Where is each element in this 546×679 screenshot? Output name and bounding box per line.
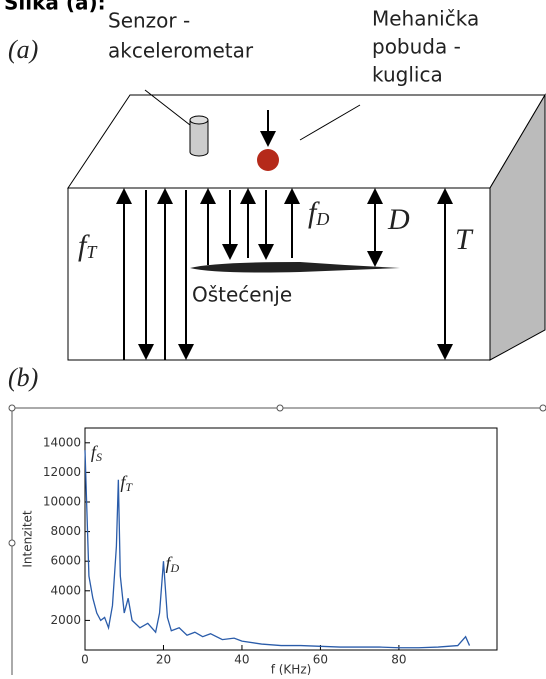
t-label: T	[455, 223, 474, 256]
plot-label: (b)	[8, 363, 38, 392]
block	[67, 89, 546, 361]
damage-label: Oštećenje	[192, 283, 292, 307]
x-tick-label: 80	[391, 653, 406, 667]
annotation-sub: S	[96, 450, 102, 464]
peak-annotation: fD	[165, 553, 179, 575]
plot-frame	[8, 404, 546, 675]
impact-label: Mehanička	[372, 7, 479, 31]
peak-annotation: fS	[91, 442, 102, 464]
y-axis-label: Intenzitet	[21, 510, 35, 568]
plot-area	[84, 427, 498, 651]
y-tick-label: 2000	[50, 613, 81, 627]
x-tick-label: 60	[313, 653, 328, 667]
x-axis-label: f (KHz)	[271, 663, 312, 676]
annotation-base: f	[165, 553, 173, 573]
annotation-base: f	[91, 442, 99, 462]
annotation-sub: T	[125, 480, 133, 494]
panel-label: (a)	[8, 35, 38, 64]
spectrum-line	[84, 450, 471, 649]
impact-label: kuglica	[372, 63, 443, 87]
sensor-label: Senzor -	[108, 9, 190, 33]
header: Slika (a):	[4, 0, 106, 15]
y-tick-label: 4000	[50, 583, 81, 597]
x-tick-label: 0	[81, 653, 89, 667]
y-tick-label: 10000	[43, 495, 81, 509]
y-tick-label: 8000	[50, 524, 81, 538]
peak-annotation: fT	[120, 472, 133, 494]
annotation-sub: D	[169, 561, 179, 575]
x-tick-label: 40	[234, 653, 249, 667]
y-tick-label: 12000	[43, 465, 81, 479]
y-tick-label: 14000	[43, 435, 81, 449]
x-tick-label: 20	[156, 653, 171, 667]
y-tick-label: 6000	[50, 554, 81, 568]
annotation-base: f	[120, 472, 128, 492]
sensor-label: akcelerometar	[108, 39, 254, 63]
impact-label: pobuda -	[372, 35, 461, 59]
d-label: D	[387, 203, 410, 236]
